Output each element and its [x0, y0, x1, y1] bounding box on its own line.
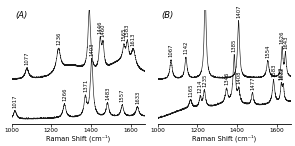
Text: 1403: 1403: [89, 42, 94, 56]
Text: 1446: 1446: [98, 20, 103, 34]
Text: 1565: 1565: [121, 28, 126, 41]
X-axis label: Raman Shift (cm⁻¹): Raman Shift (cm⁻¹): [46, 134, 110, 142]
Text: 1626: 1626: [280, 30, 285, 44]
Text: 1622: 1622: [279, 66, 284, 80]
Text: 1477: 1477: [250, 76, 255, 90]
Text: 1236: 1236: [56, 32, 61, 45]
X-axis label: Raman Shift (cm⁻¹): Raman Shift (cm⁻¹): [192, 134, 256, 142]
Text: 1613: 1613: [130, 32, 135, 46]
Text: 1077: 1077: [25, 51, 30, 65]
Text: 1391: 1391: [0, 145, 1, 146]
Text: 1214: 1214: [198, 79, 203, 93]
Text: 1483: 1483: [105, 86, 110, 100]
Text: 1385: 1385: [232, 38, 237, 52]
Text: 1554: 1554: [265, 44, 270, 58]
Text: 1239: 1239: [0, 145, 1, 146]
Text: 1460: 1460: [101, 24, 106, 38]
Text: 1643: 1643: [283, 35, 288, 49]
Text: 1266: 1266: [62, 88, 67, 101]
Text: 1142: 1142: [183, 41, 189, 54]
Text: 1583: 1583: [271, 63, 276, 77]
Text: (B): (B): [162, 11, 174, 20]
Text: 1067: 1067: [169, 44, 174, 57]
Text: 1633: 1633: [135, 91, 140, 104]
Text: 1346: 1346: [224, 72, 229, 85]
Text: 1235: 1235: [202, 73, 207, 87]
Text: 1407: 1407: [236, 4, 241, 18]
Text: 1557: 1557: [120, 88, 125, 102]
Text: 1371: 1371: [83, 79, 88, 92]
Text: 1165: 1165: [188, 83, 193, 97]
Text: 1017: 1017: [12, 95, 17, 108]
Text: (A): (A): [16, 11, 28, 20]
Text: 1408: 1408: [236, 71, 241, 84]
Text: 1583: 1583: [125, 24, 130, 37]
Text: 1632: 1632: [279, 66, 284, 80]
